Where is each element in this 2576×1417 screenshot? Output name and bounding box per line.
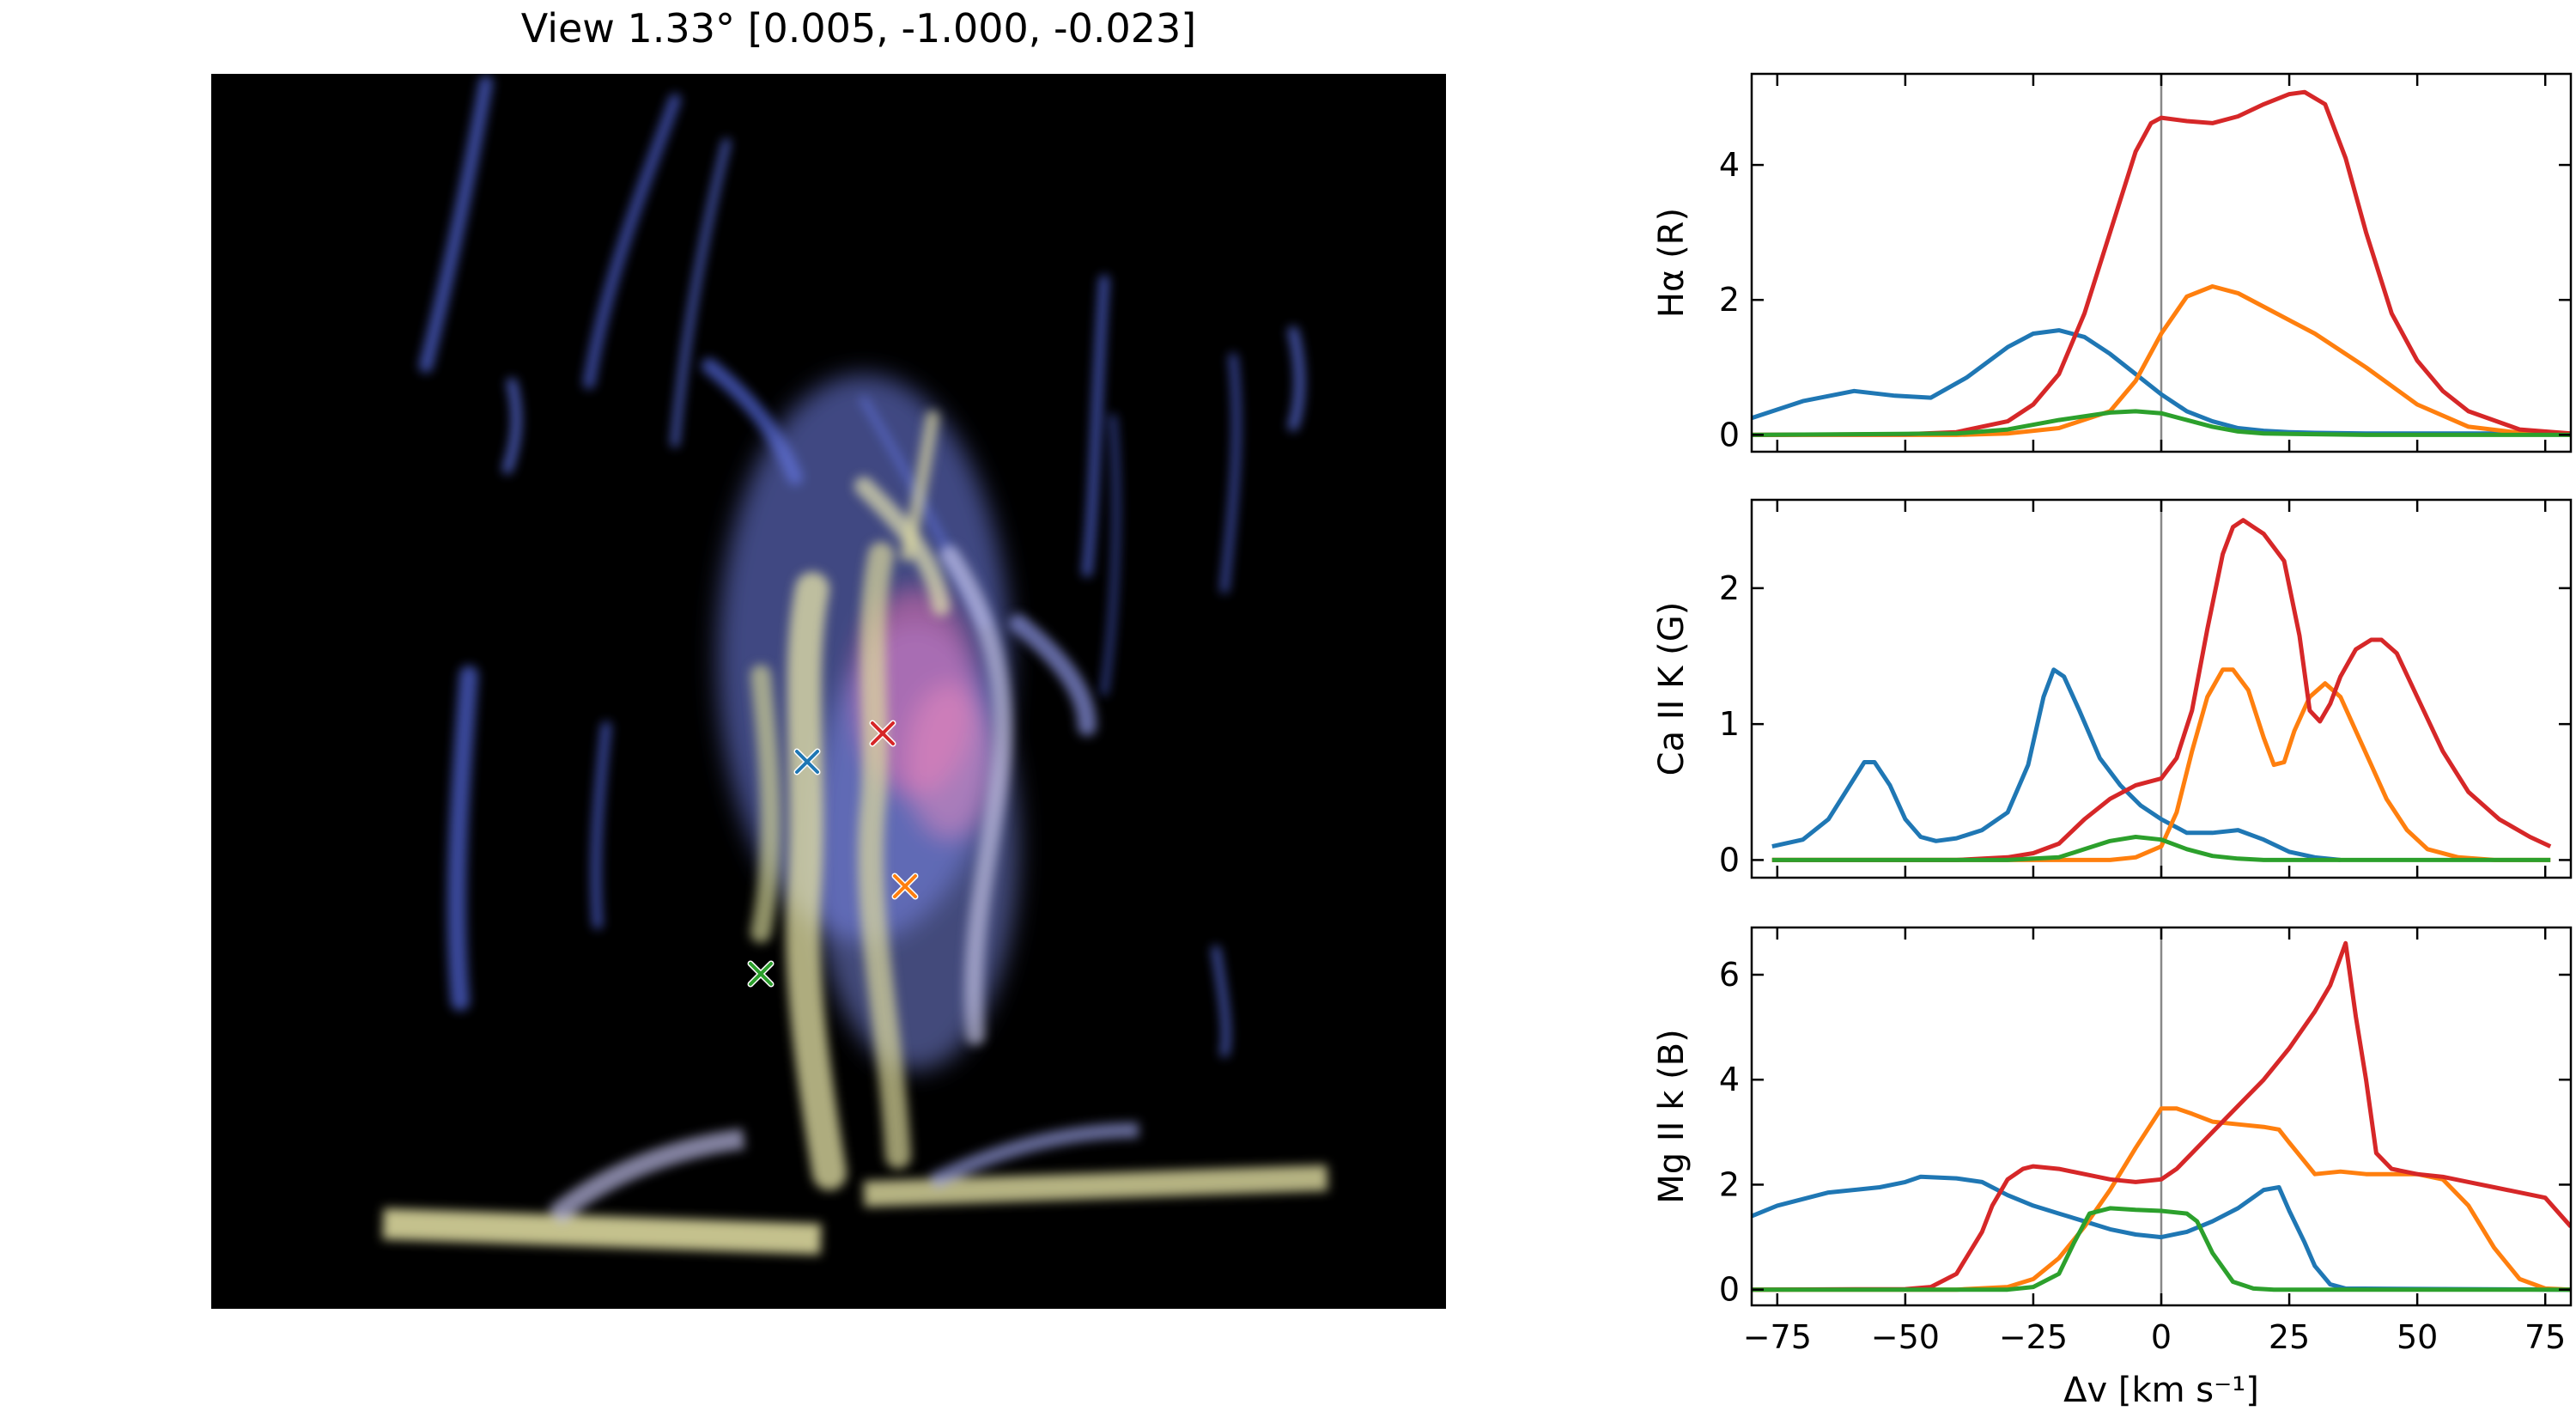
x-axis-label: Δv [km s⁻¹] [2063, 1371, 2259, 1410]
halpha-panel: 0 2 4 Hα (R) [1652, 72, 2573, 453]
y-axis-label: Hα (R) [1652, 208, 1692, 318]
y-tick-label: 1 [1719, 705, 1740, 743]
marker-green [747, 960, 775, 988]
y-tick-label: 4 [1719, 1061, 1740, 1098]
y-tick-label: 2 [1719, 569, 1740, 607]
y-axis-label: Mg II k (B) [1652, 1029, 1692, 1203]
x-tick-label: −75 [1743, 1318, 1812, 1356]
series-line-3 [1752, 409, 2571, 437]
marker-orange [891, 873, 919, 900]
x-tick-label: −50 [1871, 1318, 1940, 1356]
y-tick-label: 0 [1719, 841, 1740, 879]
volume-render-panel [211, 74, 1446, 1309]
series-line-1 [1771, 667, 2551, 862]
x-tick-label: −25 [1999, 1318, 2068, 1356]
x-tick-label: 50 [2397, 1318, 2438, 1356]
y-tick-label: 6 [1719, 956, 1740, 994]
series-line-0 [1771, 667, 2341, 862]
marker-red [869, 720, 896, 747]
series-line-1 [1752, 1106, 2571, 1292]
y-tick-label: 4 [1719, 146, 1740, 184]
volume-render-image [211, 74, 1446, 1309]
series-line-0 [1752, 1174, 2571, 1292]
figure-title: View 1.33° [0.005, -1.000, -0.023] [520, 5, 1197, 52]
series-line-2 [1752, 940, 2571, 1292]
mgiik-panel: 0 2 4 6 −75 −50 −25 0 25 50 75 Mg II k (B) Δv [km s⁻… [1652, 926, 2573, 1410]
x-tick-label: 0 [2151, 1318, 2172, 1356]
series-line-2 [1752, 89, 2571, 437]
series-line-3 [1771, 835, 2551, 862]
y-axis-label: Ca II K (G) [1652, 602, 1692, 776]
caiik-panel: 0 1 2 Ca II K (G) [1652, 498, 2573, 879]
y-tick-label: 0 [1719, 416, 1740, 453]
y-tick-label: 2 [1719, 281, 1740, 319]
series-line-1 [1752, 284, 2571, 437]
y-tick-label: 0 [1719, 1271, 1740, 1309]
y-tick-label: 2 [1719, 1165, 1740, 1203]
x-tick-label: 75 [2524, 1318, 2566, 1356]
series-line-3 [1752, 1206, 2571, 1292]
x-tick-label: 25 [2269, 1318, 2310, 1356]
series-line-2 [1771, 518, 2552, 862]
marker-blue [793, 748, 821, 775]
